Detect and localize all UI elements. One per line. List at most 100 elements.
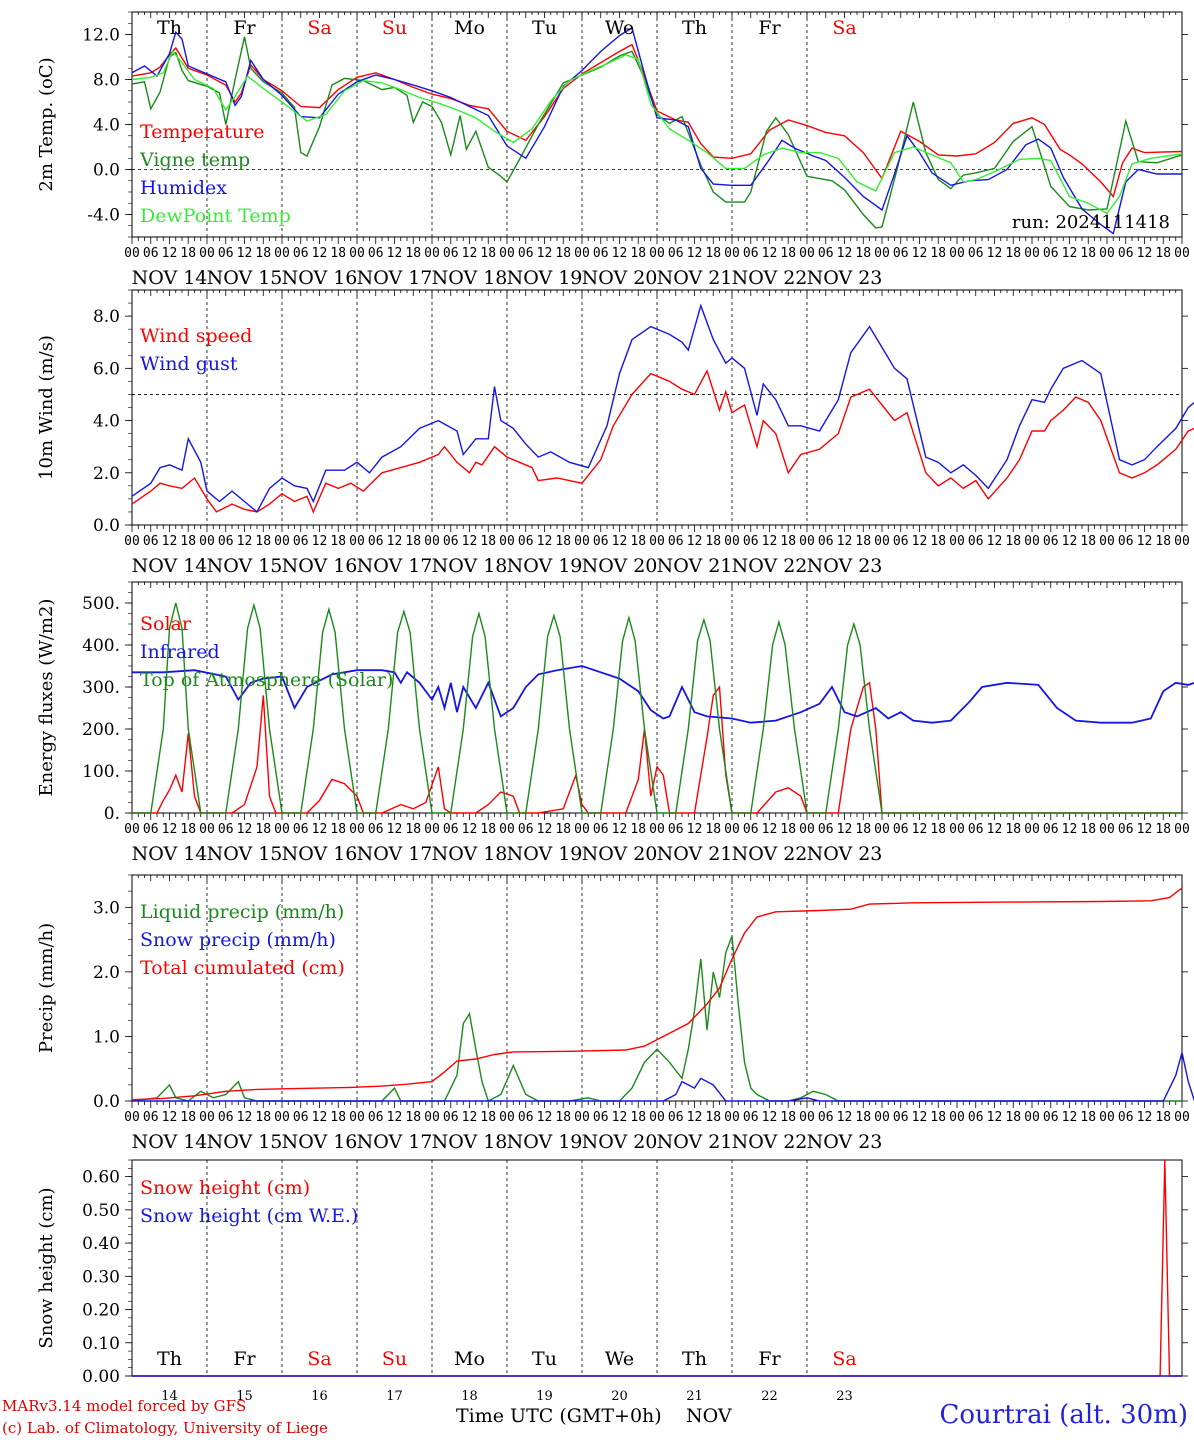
date-number-label: 16 <box>311 1389 328 1404</box>
y-tick-label: 12.0 <box>82 26 120 46</box>
hour-label: 00 <box>349 534 365 549</box>
hour-label: 06 <box>1043 534 1059 549</box>
hour-label: 06 <box>368 1110 384 1125</box>
date-number-label: 21 <box>686 1389 703 1404</box>
hour-label: 00 <box>1174 1110 1190 1125</box>
hour-label: 06 <box>368 534 384 549</box>
hour-label: 06 <box>593 246 609 261</box>
hour-label: 00 <box>1024 534 1040 549</box>
hour-label: 06 <box>1118 246 1134 261</box>
y-tick-label: 500. <box>82 594 120 614</box>
hour-label: 18 <box>1155 534 1171 549</box>
hour-label: 12 <box>987 534 1003 549</box>
hour-label: 12 <box>762 534 778 549</box>
hour-label: 00 <box>949 246 965 261</box>
hour-label: 18 <box>630 246 646 261</box>
hour-label: 18 <box>255 1110 271 1125</box>
hour-label: 18 <box>705 1110 721 1125</box>
hour-label: 06 <box>443 1110 459 1125</box>
hour-label: 06 <box>893 822 909 837</box>
weekday-label: Mo <box>454 1348 485 1370</box>
legend-entry: Snow height (cm) <box>140 1177 310 1199</box>
y-tick-label: 200. <box>82 720 120 740</box>
hour-label: 18 <box>1155 822 1171 837</box>
hour-label: 12 <box>687 822 703 837</box>
hour-label: 18 <box>405 1110 421 1125</box>
y-tick-label: 8.0 <box>93 307 120 327</box>
hour-label: 00 <box>1174 246 1190 261</box>
hour-label: 06 <box>218 246 234 261</box>
hour-label: 00 <box>799 246 815 261</box>
weekday-label: Th <box>682 1348 707 1370</box>
hour-label: 00 <box>199 822 215 837</box>
hour-label: 12 <box>912 534 928 549</box>
date-label: NOV 17 <box>357 843 433 865</box>
hour-label: 18 <box>1005 246 1021 261</box>
date-number-label: 14 <box>161 1389 178 1404</box>
legend-entry: Top of Atmosphere (Solar) <box>140 669 393 691</box>
hour-label: 06 <box>968 1110 984 1125</box>
hour-label: 12 <box>612 822 628 837</box>
legend-entry: Liquid precip (mm/h) <box>140 901 344 923</box>
hour-label: 00 <box>649 1110 665 1125</box>
hour-label: 18 <box>855 822 871 837</box>
hour-label: 18 <box>1155 246 1171 261</box>
hour-label: 12 <box>387 534 403 549</box>
hour-label: 00 <box>724 534 740 549</box>
hour-label: 18 <box>330 246 346 261</box>
hour-label: 06 <box>893 534 909 549</box>
y-tick-label: 3.0 <box>93 898 120 918</box>
hour-label: 00 <box>124 1110 140 1125</box>
hour-label: 06 <box>443 822 459 837</box>
date-label: NOV 15 <box>207 1131 283 1153</box>
date-label: NOV 22 <box>732 843 808 865</box>
date-label: NOV 20 <box>582 267 658 289</box>
hour-label: 12 <box>612 1110 628 1125</box>
hour-label: 12 <box>837 822 853 837</box>
date-label: NOV 19 <box>507 843 583 865</box>
y-tick-label: 1.0 <box>93 1027 120 1047</box>
series-line-dewpoint-temp <box>131 50 1183 215</box>
weekday-label: We <box>605 17 634 39</box>
hour-label: 00 <box>574 1110 590 1125</box>
hour-label: 18 <box>255 534 271 549</box>
hour-label: 00 <box>424 822 440 837</box>
hour-label: 12 <box>312 822 328 837</box>
month-label: NOV <box>686 1405 732 1427</box>
hour-label: 18 <box>1005 1110 1021 1125</box>
legend-entry: Wind speed <box>140 325 252 347</box>
hour-label: 18 <box>255 822 271 837</box>
hour-label: 18 <box>180 534 196 549</box>
hour-label: 12 <box>387 822 403 837</box>
hour-label: 12 <box>912 822 928 837</box>
hour-label: 06 <box>593 534 609 549</box>
date-label: NOV 20 <box>582 555 658 577</box>
legend-entry: Vigne temp <box>139 149 250 171</box>
hour-label: 18 <box>555 1110 571 1125</box>
hour-label: 12 <box>237 534 253 549</box>
hour-label: 00 <box>724 246 740 261</box>
hour-label: 12 <box>462 246 478 261</box>
hour-label: 18 <box>330 1110 346 1125</box>
hour-label: 18 <box>480 1110 496 1125</box>
hour-label: 06 <box>893 246 909 261</box>
date-number-label: 15 <box>236 1389 253 1404</box>
date-label: NOV 16 <box>282 843 358 865</box>
hour-label: 00 <box>949 822 965 837</box>
weekday-label: We <box>605 1348 634 1370</box>
hour-label: 00 <box>799 1110 815 1125</box>
hour-label: 06 <box>818 1110 834 1125</box>
hour-label: 18 <box>405 534 421 549</box>
hour-label: 00 <box>499 246 515 261</box>
hour-label: 00 <box>649 822 665 837</box>
hour-label: 06 <box>893 1110 909 1125</box>
date-number-label: 23 <box>836 1389 853 1404</box>
y-axis-label: 2m Temp. (oC) <box>36 57 57 191</box>
series-line-liquid-precip-mm-h- <box>131 936 1182 1103</box>
weekday-label: Mo <box>454 17 485 39</box>
hour-label: 18 <box>930 1110 946 1125</box>
hour-label: 18 <box>1080 1110 1096 1125</box>
hour-label: 12 <box>162 534 178 549</box>
hour-label: 00 <box>424 534 440 549</box>
series-line-total-cumulated-cm- <box>131 887 1183 1101</box>
